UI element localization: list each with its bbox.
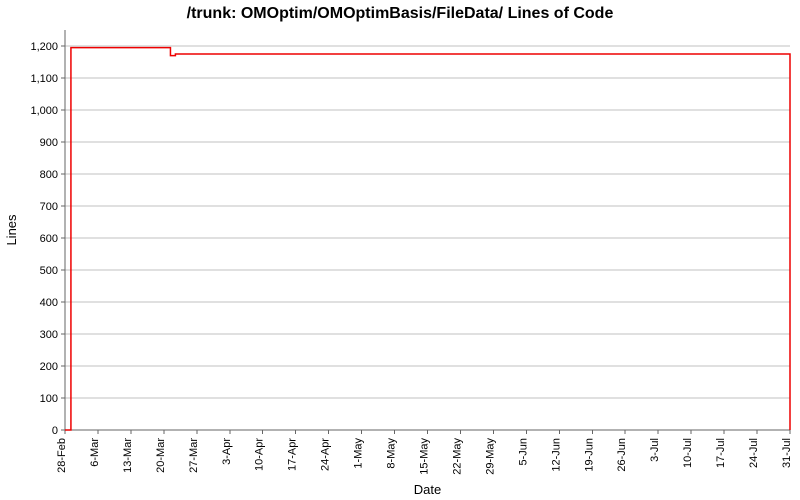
- x-tick-label: 26-Jun: [616, 438, 628, 472]
- y-tick-label: 0: [52, 425, 58, 437]
- x-tick-label: 12-Jun: [550, 438, 562, 472]
- x-tick-label: 8-May: [386, 438, 398, 469]
- y-tick-label: 700: [40, 201, 58, 213]
- x-tick-label: 15-May: [419, 438, 431, 475]
- x-tick-label: 22-May: [451, 438, 463, 475]
- x-tick-label: 19-Jun: [583, 438, 595, 472]
- y-tick-label: 1,100: [30, 73, 58, 85]
- x-tick-label: 28-Feb: [56, 438, 68, 473]
- y-axis-label: Lines: [4, 214, 19, 246]
- x-tick-label: 3-Apr: [221, 438, 233, 465]
- y-tick-label: 100: [40, 393, 58, 405]
- y-tick-label: 500: [40, 265, 58, 277]
- x-tick-label: 17-Jul: [715, 438, 727, 468]
- x-axis-label: Date: [414, 482, 441, 497]
- x-tick-label: 3-Jul: [649, 438, 661, 462]
- loc-chart: /trunk: OMOptim/OMOptimBasis/FileData/ L…: [0, 0, 800, 500]
- x-tick-label: 17-Apr: [287, 438, 299, 471]
- x-tick-label: 24-Jul: [748, 438, 760, 468]
- x-tick-label: 10-Apr: [254, 438, 266, 471]
- x-tick-label: 31-Jul: [781, 438, 793, 468]
- y-tick-label: 200: [40, 361, 58, 373]
- y-tick-label: 400: [40, 297, 58, 309]
- y-tick-label: 300: [40, 329, 58, 341]
- y-tick-label: 600: [40, 233, 58, 245]
- data-series: [65, 48, 790, 430]
- x-tick-label: 20-Mar: [155, 438, 167, 473]
- chart-title: /trunk: OMOptim/OMOptimBasis/FileData/ L…: [187, 5, 614, 22]
- x-tick-label: 6-Mar: [89, 438, 101, 467]
- x-tick-label: 29-May: [484, 438, 496, 475]
- y-tick-label: 800: [40, 169, 58, 181]
- y-tick-label: 1,000: [30, 105, 58, 117]
- y-tick-label: 900: [40, 137, 58, 149]
- x-tick-label: 24-Apr: [320, 438, 332, 471]
- x-tick-label: 5-Jun: [517, 438, 529, 466]
- x-tick-label: 10-Jul: [682, 438, 694, 468]
- x-tick-label: 1-May: [353, 438, 365, 469]
- y-tick-label: 1,200: [30, 41, 58, 53]
- chart-svg: /trunk: OMOptim/OMOptimBasis/FileData/ L…: [0, 0, 800, 500]
- x-tick-label: 27-Mar: [188, 438, 200, 473]
- x-tick-label: 13-Mar: [122, 438, 134, 473]
